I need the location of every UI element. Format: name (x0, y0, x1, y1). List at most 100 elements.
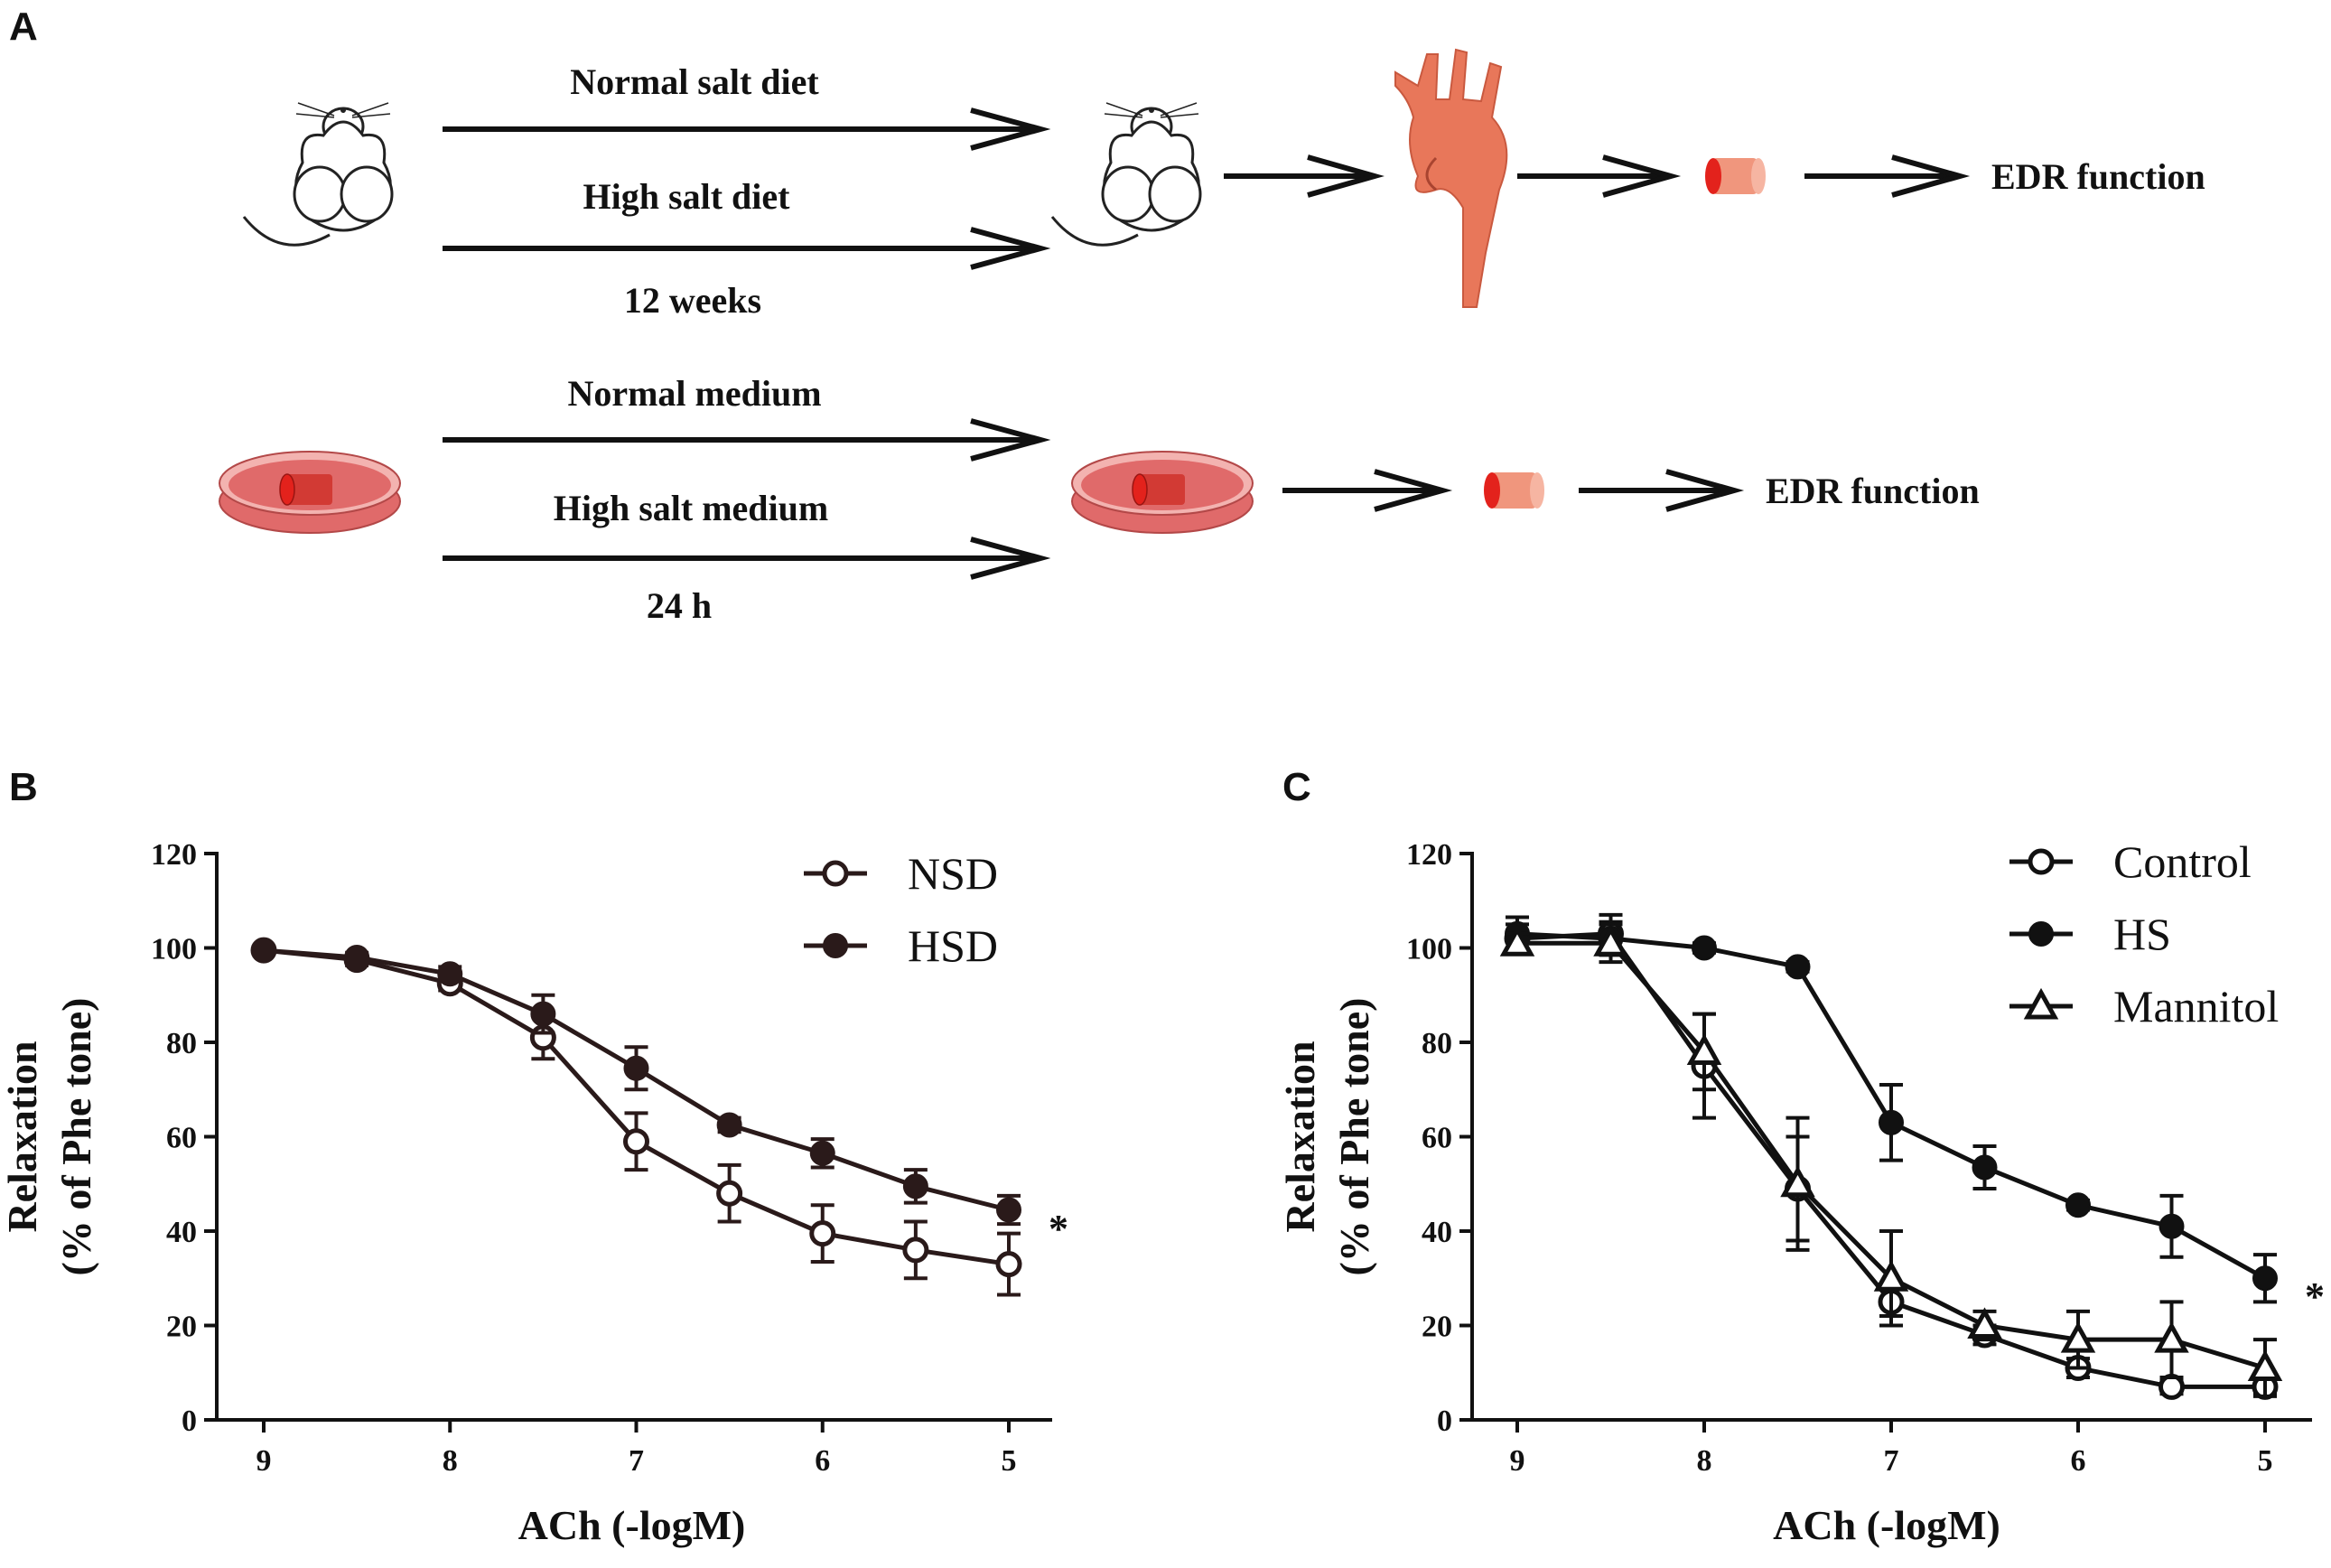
x-tick-label: 9 (1510, 1444, 1525, 1478)
arrow-normal-medium (443, 418, 1051, 462)
arrow-high-salt-medium (443, 537, 1051, 580)
arrow-high-salt-diet (443, 227, 1051, 270)
mouse-icon (242, 102, 394, 247)
legend-label: HSD (908, 920, 998, 971)
x-tick-label: 6 (2071, 1444, 2086, 1478)
chart-c: 0 20 40 60 80 100 120 9 8 7 6 5 ACh (-logM) Relaxatio… (1277, 836, 2325, 1548)
y-tick-label: 20 (1422, 1311, 1452, 1344)
data-point (1785, 954, 1811, 980)
arrow-to-edr (1804, 154, 1971, 198)
x-tick-label: 5 (2258, 1444, 2273, 1478)
y-tick-label: 60 (1422, 1122, 1452, 1155)
data-point (2252, 1265, 2278, 1292)
data-point (623, 1128, 649, 1155)
label-24-h: 24 h (647, 585, 712, 626)
y-tick-label: 40 (1422, 1216, 1452, 1249)
legend-label: Control (2113, 836, 2252, 887)
data-point (623, 1055, 649, 1081)
arrow-to-aorta (1224, 154, 1385, 198)
data-point (2247, 1349, 2283, 1382)
significance-star: * (1049, 1207, 1068, 1251)
data-point (1780, 1165, 1815, 1198)
panel-label-a: A (9, 5, 38, 49)
label-high-salt-diet: High salt diet (583, 176, 791, 217)
x-tick-label: 9 (256, 1444, 272, 1478)
y-axis-title-line1: Relaxation (0, 1041, 45, 1232)
series-hs (1505, 915, 2278, 1304)
x-tick-label: 8 (443, 1444, 458, 1478)
y-tick-label: 60 (166, 1122, 197, 1155)
data-point (716, 1112, 742, 1138)
label-edr-function-2: EDR function (1766, 471, 1980, 511)
data-point (1967, 1307, 2002, 1339)
data-point (344, 944, 370, 970)
series-mannitol (1499, 922, 2283, 1398)
data-point (2060, 1321, 2096, 1353)
x-tick-label: 7 (629, 1444, 644, 1478)
y-tick-label: 120 (1406, 838, 1452, 872)
y-tick-label: 100 (1406, 933, 1452, 966)
data-point (1873, 1260, 1909, 1292)
y-tick-label: 80 (166, 1027, 197, 1060)
data-point (1879, 1109, 1904, 1135)
label-normal-medium: Normal medium (567, 373, 821, 414)
label-edr-function-1: EDR function (1991, 156, 2205, 197)
data-point (251, 938, 276, 964)
series-line (263, 947, 1010, 1267)
aorta-icon (1394, 48, 1508, 308)
data-point (2159, 1213, 2185, 1239)
legend-label: Mannitol (2113, 981, 2279, 1031)
y-tick-label: 80 (1422, 1027, 1452, 1060)
legend-label: HS (2113, 909, 2171, 959)
panel-label-b: B (9, 765, 38, 809)
data-point (902, 1237, 929, 1264)
x-axis-title: ACh (-logM) (1773, 1502, 2000, 1548)
x-axis-title: ACh (-logM) (518, 1502, 746, 1548)
chart-b: 0 20 40 60 80 100 120 9 8 7 6 5 ACh (-logM) Relaxatio… (0, 838, 1068, 1548)
significance-star: * (2305, 1274, 2325, 1319)
arrow-to-ring-2 (1282, 469, 1453, 512)
mouse-icon-2 (1050, 102, 1202, 247)
data-point (1593, 925, 1628, 957)
x-tick-label: 5 (1002, 1444, 1017, 1478)
legend-marker (2028, 921, 2054, 947)
legend-marker (823, 933, 848, 958)
data-point (716, 1180, 743, 1207)
x-tick-label: 6 (815, 1444, 830, 1478)
data-point (1686, 1033, 1722, 1065)
data-point (2159, 1373, 2185, 1400)
legend-label: NSD (908, 848, 998, 899)
arrow-to-ring (1517, 154, 1682, 198)
label-high-salt-medium: High salt medium (554, 488, 828, 528)
data-point (902, 1173, 928, 1199)
legend-marker (2023, 987, 2059, 1020)
label-normal-salt-diet: Normal salt diet (570, 61, 819, 102)
data-point (1499, 925, 1535, 957)
data-point (437, 961, 463, 987)
data-point (1692, 935, 1717, 961)
data-point (809, 1140, 835, 1166)
y-tick-label: 0 (1437, 1405, 1452, 1438)
aortic-ring-icon-2 (1484, 472, 1544, 509)
y-axis-title-line2: (% of Phe tone) (53, 998, 99, 1276)
aortic-ring-icon (1705, 158, 1766, 194)
y-tick-label: 0 (182, 1405, 197, 1438)
label-12-weeks: 12 weeks (624, 280, 761, 321)
data-point (530, 1001, 556, 1027)
data-point (809, 1220, 836, 1247)
panel-label-c: C (1282, 765, 1311, 809)
arrow-normal-salt-diet (443, 107, 1051, 151)
y-axis-title-line2: (% of Phe tone) (1331, 998, 1377, 1276)
data-point (996, 1197, 1021, 1223)
data-point (2065, 1192, 2091, 1218)
x-tick-label: 7 (1884, 1444, 1899, 1478)
series-nsd (250, 937, 1022, 1297)
y-axis-title-line1: Relaxation (1277, 1041, 1323, 1232)
y-tick-label: 120 (151, 838, 197, 872)
arrow-to-edr-2 (1579, 469, 1745, 512)
petri-dish-icon (219, 451, 401, 534)
y-tick-label: 100 (151, 933, 197, 966)
legend-marker (2028, 848, 2055, 875)
series-hsd (251, 938, 1021, 1227)
data-point (995, 1251, 1022, 1278)
